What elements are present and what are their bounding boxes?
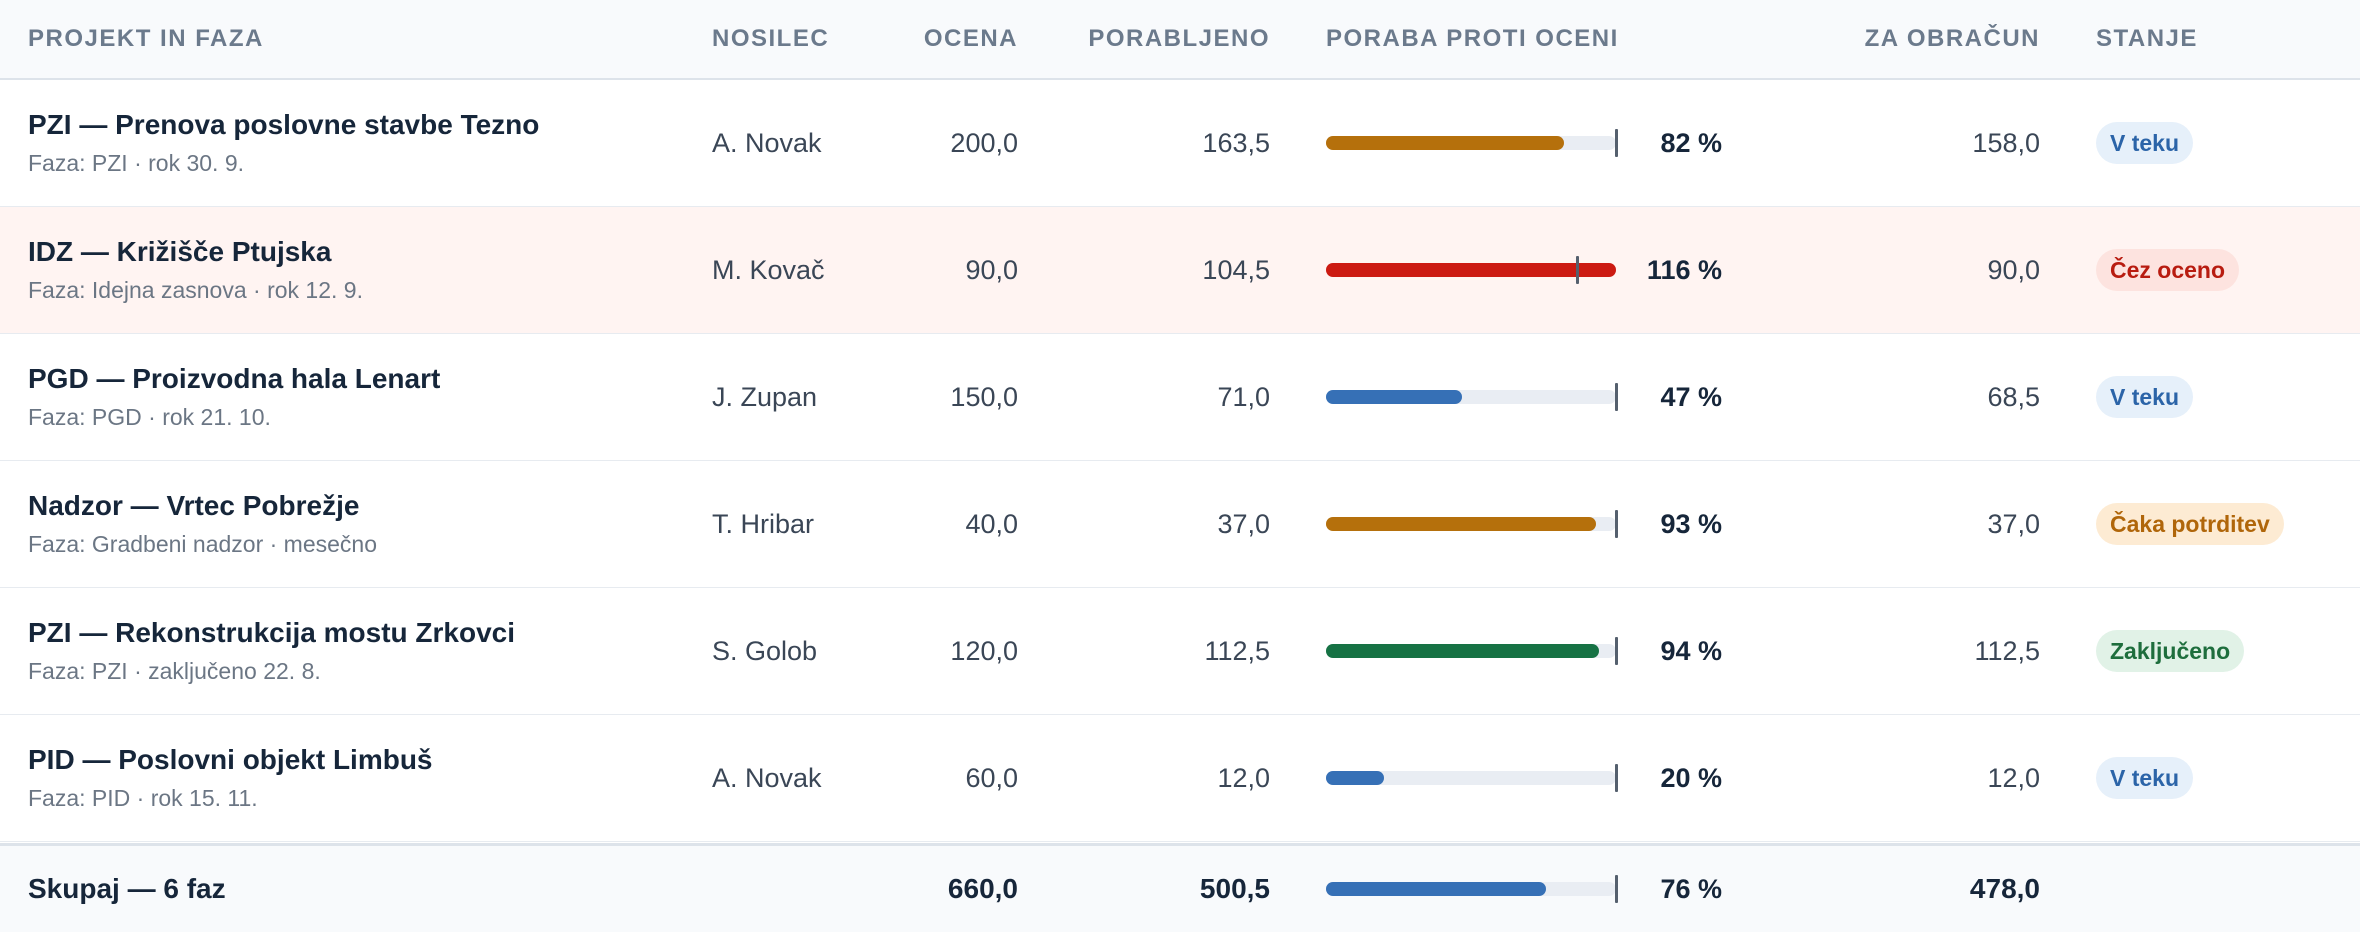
table-row[interactable]: PGD — Proizvodna hala Lenart Faza: PGD ·… xyxy=(0,334,2360,461)
status-badge: V teku xyxy=(2096,757,2194,799)
header-usage[interactable]: PORABA PROTI OCENI xyxy=(1326,25,1619,52)
total-spent: 500,5 xyxy=(1199,873,1270,904)
status-badge: V teku xyxy=(2096,122,2194,164)
billable: 90,0 xyxy=(1987,254,2040,285)
project-title[interactable]: PZI — Rekonstrukcija mostu Zrkovci xyxy=(28,617,516,648)
estimate: 120,0 xyxy=(950,635,1018,666)
total-label: Skupaj — 6 faz xyxy=(28,873,226,904)
estimate-marker xyxy=(1615,637,1618,665)
table-row[interactable]: PZI — Prenova poslovne stavbe Tezno Faza… xyxy=(0,80,2360,207)
total-estimate: 660,0 xyxy=(947,873,1018,904)
table-row[interactable]: IDZ — Križišče Ptujska Faza: Idejna zasn… xyxy=(0,207,2360,334)
estimate: 90,0 xyxy=(965,254,1018,285)
usage-bar xyxy=(1326,383,1618,411)
project-title[interactable]: PID — Poslovni objekt Limbuš xyxy=(28,744,433,775)
project-title[interactable]: PZI — Prenova poslovne stavbe Tezno xyxy=(28,109,540,140)
project-phase: Faza: PZI · rok 30. 9. xyxy=(28,150,245,176)
total-usage-bar xyxy=(1326,875,1618,903)
owner: T. Hribar xyxy=(712,508,815,539)
table-row[interactable]: PID — Poslovni objekt Limbuš Faza: PID ·… xyxy=(0,715,2360,842)
header-owner[interactable]: NOSILEC xyxy=(712,25,830,52)
estimate-marker xyxy=(1615,764,1618,792)
table-row[interactable]: PZI — Rekonstrukcija mostu Zrkovci Faza:… xyxy=(0,588,2360,715)
estimate-marker xyxy=(1615,875,1618,903)
usage-bar-fill xyxy=(1326,136,1564,150)
spent: 112,5 xyxy=(1204,635,1270,666)
usage-bar-fill xyxy=(1326,517,1596,531)
usage-percent: 116 % xyxy=(1646,254,1722,285)
header-spent[interactable]: PORABLJENO xyxy=(1088,25,1270,52)
project-phase: Faza: Idejna zasnova · rok 12. 9. xyxy=(28,277,363,303)
usage-percent: 93 % xyxy=(1660,508,1722,539)
estimate: 40,0 xyxy=(965,508,1018,539)
usage-bar xyxy=(1326,129,1618,157)
usage-bar xyxy=(1326,637,1618,665)
spent: 163,5 xyxy=(1202,127,1270,158)
usage-bar-fill xyxy=(1326,771,1384,785)
status-badge: Zaključeno xyxy=(2096,630,2245,672)
estimate: 200,0 xyxy=(950,127,1018,158)
spent: 104,5 xyxy=(1202,254,1270,285)
usage-percent: 47 % xyxy=(1660,381,1722,412)
estimate-marker xyxy=(1615,129,1618,157)
header-status[interactable]: STANJE xyxy=(2096,25,2198,52)
spent: 71,0 xyxy=(1217,381,1270,412)
header-billable[interactable]: ZA OBRAČUN xyxy=(1864,25,2040,52)
estimate: 150,0 xyxy=(950,381,1018,412)
billable: 112,5 xyxy=(1974,635,2040,666)
total-billable: 478,0 xyxy=(1969,873,2040,904)
owner: A. Novak xyxy=(712,762,822,793)
header-project[interactable]: PROJEKT IN FAZA xyxy=(28,25,264,52)
owner: S. Golob xyxy=(712,635,818,666)
spent: 12,0 xyxy=(1217,762,1270,793)
estimate-marker xyxy=(1615,510,1618,538)
estimate-marker xyxy=(1615,383,1618,411)
estimate-marker xyxy=(1576,256,1579,284)
status-badge: Čaka potrditev xyxy=(2096,503,2284,545)
project-phase: Faza: PGD · rok 21. 10. xyxy=(28,404,271,430)
project-title[interactable]: PGD — Proizvodna hala Lenart xyxy=(28,363,441,394)
spent: 37,0 xyxy=(1217,508,1270,539)
usage-bar-fill xyxy=(1326,263,1616,277)
usage-percent: 94 % xyxy=(1660,635,1722,666)
billable: 68,5 xyxy=(1987,381,2040,412)
billable: 12,0 xyxy=(1987,762,2040,793)
usage-bar xyxy=(1326,764,1618,792)
table-row[interactable]: Nadzor — Vrtec Pobrežje Faza: Gradbeni n… xyxy=(0,461,2360,588)
project-title[interactable]: IDZ — Križišče Ptujska xyxy=(28,236,332,267)
billable: 37,0 xyxy=(1987,508,2040,539)
usage-bar xyxy=(1326,256,1616,284)
project-phase: Faza: PID · rok 15. 11. xyxy=(28,785,258,811)
estimate: 60,0 xyxy=(965,762,1018,793)
owner: J. Zupan xyxy=(712,381,818,412)
usage-bar xyxy=(1326,510,1618,538)
usage-bar-fill xyxy=(1326,390,1462,404)
usage-percent: 20 % xyxy=(1660,762,1722,793)
billable: 158,0 xyxy=(1972,127,2040,158)
status-badge: Čez oceno xyxy=(2096,249,2240,291)
usage-percent: 82 % xyxy=(1660,127,1722,158)
owner: A. Novak xyxy=(712,127,822,158)
project-title[interactable]: Nadzor — Vrtec Pobrežje xyxy=(28,490,360,521)
usage-bar-fill xyxy=(1326,644,1599,658)
total-usage-percent: 76 % xyxy=(1660,873,1722,904)
project-phase: Faza: Gradbeni nadzor · mesečno xyxy=(28,531,378,557)
table-footer: Skupaj — 6 faz 660,0 500,5 76 % 478,0 xyxy=(0,843,2360,932)
table-header: PROJEKT IN FAZA NOSILEC OCENA PORABLJENO… xyxy=(0,0,2360,80)
owner: M. Kovač xyxy=(712,254,825,285)
usage-bar-fill xyxy=(1326,882,1546,896)
project-phase: Faza: PZI · zaključeno 22. 8. xyxy=(28,658,321,684)
header-estimate[interactable]: OCENA xyxy=(923,25,1018,52)
status-badge: V teku xyxy=(2096,376,2194,418)
